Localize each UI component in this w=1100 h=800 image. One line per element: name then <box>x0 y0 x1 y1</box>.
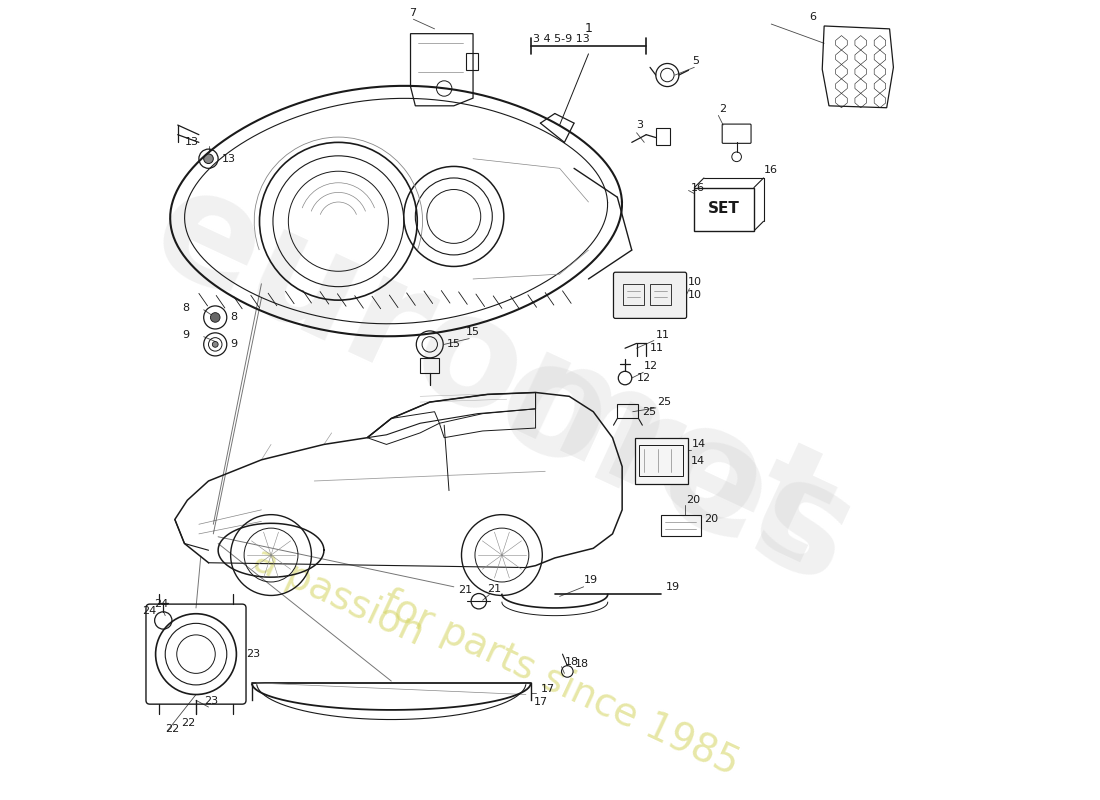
Text: 2: 2 <box>719 104 726 114</box>
Text: 9: 9 <box>231 339 238 350</box>
Text: 23: 23 <box>246 649 260 659</box>
Text: 3 4 5-9 13: 3 4 5-9 13 <box>532 34 590 44</box>
Text: 18: 18 <box>575 658 590 669</box>
Circle shape <box>204 154 213 163</box>
Text: 15: 15 <box>447 339 461 350</box>
Bar <box>639 446 683 476</box>
Text: 14: 14 <box>691 456 705 466</box>
Text: 13: 13 <box>185 138 198 147</box>
Text: 22: 22 <box>182 718 196 728</box>
Text: 11: 11 <box>656 330 670 340</box>
Text: 3: 3 <box>637 120 644 130</box>
Text: 10: 10 <box>688 290 702 300</box>
FancyBboxPatch shape <box>614 272 686 318</box>
Text: 17: 17 <box>540 684 554 694</box>
Text: 13: 13 <box>222 154 236 164</box>
Text: ores: ores <box>474 325 877 618</box>
Text: 21: 21 <box>458 585 472 594</box>
Text: 16: 16 <box>691 182 704 193</box>
Text: 24: 24 <box>154 599 168 609</box>
Bar <box>623 284 645 305</box>
Text: 19: 19 <box>666 582 680 592</box>
Text: 14: 14 <box>692 439 705 450</box>
Text: 10: 10 <box>688 277 702 287</box>
Bar <box>420 358 439 374</box>
Text: 19: 19 <box>584 575 597 585</box>
Circle shape <box>210 313 220 322</box>
Text: a passion: a passion <box>246 540 430 653</box>
Text: 20: 20 <box>686 495 701 506</box>
Bar <box>694 187 754 231</box>
Bar <box>656 128 670 146</box>
Text: 9: 9 <box>183 330 189 340</box>
Text: 1: 1 <box>584 22 593 35</box>
Text: 25: 25 <box>642 406 657 417</box>
Text: 16: 16 <box>763 166 778 175</box>
Bar <box>466 53 477 70</box>
Circle shape <box>212 342 218 347</box>
Text: 21: 21 <box>487 584 502 594</box>
Text: 7: 7 <box>409 7 417 18</box>
Text: 11: 11 <box>650 343 664 354</box>
Text: 8: 8 <box>231 313 238 322</box>
Text: 20: 20 <box>704 514 718 525</box>
Text: 25: 25 <box>657 397 671 407</box>
Text: 8: 8 <box>183 303 189 313</box>
Text: 17: 17 <box>534 698 548 707</box>
Text: SET: SET <box>708 202 740 216</box>
Text: 15: 15 <box>466 327 481 337</box>
Text: 12: 12 <box>637 373 651 383</box>
Text: 5: 5 <box>692 56 700 66</box>
Text: 6: 6 <box>810 12 816 22</box>
Text: euromot: euromot <box>130 154 855 597</box>
Bar <box>650 284 671 305</box>
Bar <box>617 404 638 418</box>
Text: 12: 12 <box>645 361 659 370</box>
Text: 23: 23 <box>204 696 218 706</box>
Text: 24: 24 <box>142 606 156 616</box>
Text: 18: 18 <box>564 657 579 667</box>
Text: for parts since 1985: for parts since 1985 <box>375 583 745 782</box>
Bar <box>635 438 688 484</box>
Text: 22: 22 <box>165 724 179 734</box>
Bar <box>661 514 701 536</box>
